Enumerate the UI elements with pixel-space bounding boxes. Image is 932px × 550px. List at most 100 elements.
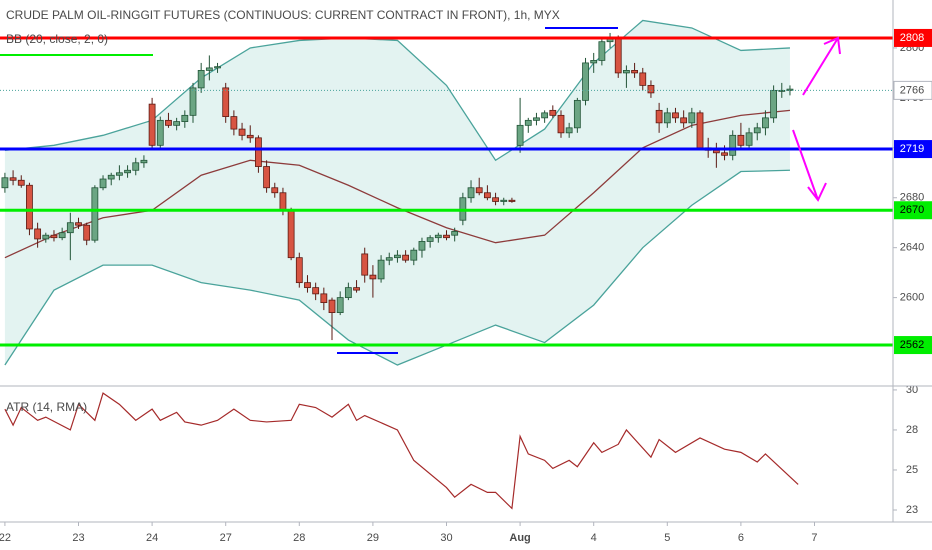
y-tick-label: 2680 <box>900 192 924 204</box>
level-box <box>894 336 932 355</box>
candle-body <box>688 112 696 124</box>
candle-body <box>508 199 516 202</box>
level-box <box>894 201 932 220</box>
candle-body <box>647 84 655 94</box>
candle-body <box>753 127 761 134</box>
candle-body <box>418 241 426 251</box>
plot-layer: 2600264026802720276028002766280827192670… <box>0 19 932 544</box>
candle-body <box>549 109 557 116</box>
y-tick-label: 2600 <box>900 292 924 304</box>
x-tick-label: 4 <box>591 532 597 544</box>
candle-body <box>623 70 630 74</box>
x-tick-label: 24 <box>146 532 158 544</box>
candle-body <box>9 177 17 181</box>
candle-body <box>361 253 369 276</box>
candle-body <box>42 234 50 240</box>
candle-body <box>50 234 58 239</box>
candle-body <box>680 117 688 124</box>
candle-body <box>17 179 25 186</box>
candle-body <box>385 257 393 261</box>
candle-body <box>165 119 172 126</box>
candle-body <box>344 287 352 299</box>
candle-body <box>369 274 377 280</box>
candle-body <box>58 232 66 239</box>
y-tick-label: 2640 <box>900 242 924 254</box>
candle-body <box>737 134 745 146</box>
candle-body <box>140 159 148 164</box>
y-tick-label: 30 <box>906 384 918 396</box>
candle-body <box>394 254 401 259</box>
candle-body <box>181 114 189 122</box>
candle-body <box>353 287 360 291</box>
candle-body <box>263 166 270 189</box>
candle-body <box>778 89 786 92</box>
candle-body <box>66 222 74 234</box>
candle-body <box>271 187 279 194</box>
level-box <box>894 28 932 47</box>
candle-body <box>598 41 606 61</box>
arrow-up <box>802 36 841 96</box>
candle-body <box>402 254 410 261</box>
candle-body <box>565 127 573 134</box>
candle-body <box>524 119 532 126</box>
x-tick-label: 28 <box>293 532 305 544</box>
last-price-label: 2766 <box>900 84 924 96</box>
candle-body <box>156 119 164 146</box>
candle-body <box>770 89 778 119</box>
x-tick-label: 22 <box>0 532 11 544</box>
candle-body <box>197 70 205 89</box>
candle-body <box>279 192 287 211</box>
band-line <box>4 19 790 162</box>
arrow-down <box>792 129 827 202</box>
candle-body <box>483 192 491 199</box>
indicator-label: BB (20, close, 2, 0) <box>6 32 108 46</box>
atr-line <box>4 392 799 510</box>
candle-body <box>434 234 442 239</box>
candle-body <box>443 234 450 239</box>
candle-body <box>475 187 483 194</box>
candle-body <box>91 187 99 241</box>
candle-body <box>655 109 663 124</box>
candle-body <box>639 72 647 86</box>
candle-body <box>467 187 475 199</box>
candle-body <box>295 257 303 284</box>
candle-body <box>75 222 82 226</box>
candle-body <box>492 197 499 202</box>
band-line <box>4 109 791 259</box>
candle-body <box>672 112 679 119</box>
x-tick-label: 7 <box>811 532 817 544</box>
candle-body <box>745 132 753 146</box>
candle-body <box>541 112 549 119</box>
candle-body <box>312 287 320 295</box>
x-tick-label: 5 <box>664 532 670 544</box>
x-tick-label: 27 <box>220 532 232 544</box>
level-label: 2670 <box>900 204 924 216</box>
level-box <box>894 140 932 159</box>
y-tick-label: 23 <box>906 504 918 516</box>
candle-body <box>426 237 434 242</box>
candle-body <box>533 117 540 121</box>
candle-body <box>99 178 107 189</box>
candle-body <box>377 259 385 280</box>
candle-body <box>148 103 156 146</box>
candle-body <box>222 87 230 117</box>
candle-body <box>328 299 336 313</box>
candle-body <box>304 282 311 289</box>
candle-body <box>115 172 123 176</box>
x-tick-label: 30 <box>440 532 452 544</box>
indicator-label: ATR (14, RMA) <box>6 400 87 414</box>
candle-body <box>500 199 508 202</box>
candle-body <box>712 149 720 154</box>
chart-title: CRUDE PALM OIL-RINGGIT FUTURES (CONTINUO… <box>6 8 560 22</box>
level-label: 2808 <box>900 32 924 44</box>
level-label: 2562 <box>900 339 924 351</box>
candle-body <box>287 209 295 259</box>
candle-body <box>336 297 344 313</box>
candle-body <box>573 99 581 129</box>
arrows <box>792 36 841 202</box>
y-tick-label: 28 <box>906 424 918 436</box>
candle-body <box>614 37 622 74</box>
candle-body <box>582 62 589 101</box>
candle-body <box>34 228 42 240</box>
